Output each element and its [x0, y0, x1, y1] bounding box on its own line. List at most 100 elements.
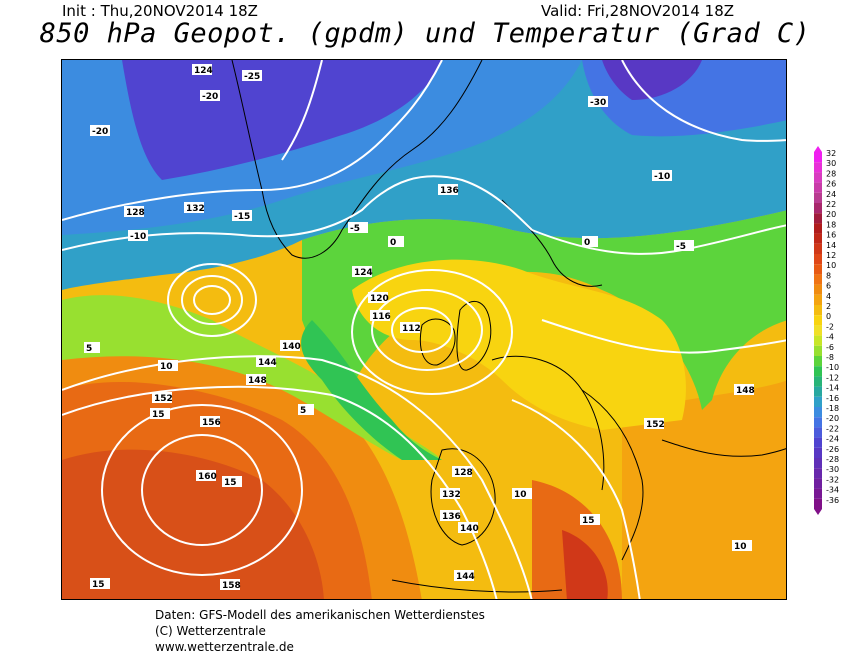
scale-swatch	[814, 427, 822, 438]
footer: Daten: GFS-Modell des amerikanischen Wet…	[155, 607, 485, 655]
temp-label-m25: -25	[244, 72, 260, 82]
temperature-color-scale: 32 30 28 26 24 22 20 18 16 14 12 10 8 6 4 2 0 -2 -4 -6 -8 -10…	[812, 146, 850, 516]
green-region-mid	[301, 320, 442, 460]
scale-tick-label: 16	[826, 231, 836, 240]
temp-label-m30: -30	[590, 98, 606, 108]
temp-label-0-e: 0	[584, 238, 590, 248]
scale-swatch	[814, 233, 822, 244]
geopot-label-140: 140	[282, 342, 301, 352]
green-region-north	[302, 210, 786, 410]
temp-label-15-e: 15	[582, 516, 595, 526]
coastlines	[231, 60, 786, 593]
scale-tick-label: 4	[826, 292, 831, 301]
scale-swatch	[814, 162, 822, 173]
temp-label-m10-e: -10	[654, 172, 670, 182]
scale-tick-label: 6	[826, 282, 831, 291]
scale-swatch	[814, 325, 822, 336]
scale-swatch	[814, 264, 822, 275]
geopot-label-120: 120	[370, 294, 389, 304]
scale-swatch	[814, 243, 822, 254]
scale-tick-label: 2	[826, 302, 831, 311]
scale-swatch	[814, 366, 822, 377]
scale-tick-label: 20	[826, 210, 836, 219]
warm-region-deep	[62, 449, 324, 599]
temp-label-m15: -15	[234, 212, 250, 222]
scale-swatch	[814, 356, 822, 367]
map-title: 850 hPa Geopot. (gpdm) und Temperatur (G…	[39, 18, 811, 49]
temp-label-15: 15	[152, 410, 165, 420]
scale-tick-label: 8	[826, 271, 831, 280]
geopot-label-144: 144	[258, 358, 277, 368]
geopotential-labels: 112 116 120 124 124 128 132 136 140 144 …	[124, 64, 755, 591]
geopot-label-136: 136	[440, 186, 459, 196]
temp-label-10: 10	[160, 362, 173, 372]
geopot-label-144-iberia: 144	[456, 572, 475, 582]
geopot-label-128: 128	[126, 208, 145, 218]
scale-swatch	[814, 498, 822, 509]
scale-swatch	[814, 488, 822, 499]
geopot-label-132: 132	[186, 204, 205, 214]
mild-region-europe	[352, 259, 686, 430]
temp-label-10-s: 10	[514, 490, 527, 500]
scale-tick-label: -34	[826, 486, 839, 495]
britain-coast	[456, 300, 492, 371]
scale-swatch	[814, 152, 822, 163]
scale-swatch	[814, 192, 822, 203]
scale-swatch	[814, 223, 822, 234]
scale-tick-label: -10	[826, 363, 839, 372]
scale-tick-label: 32	[826, 149, 836, 158]
geopot-label-128-iberia: 128	[454, 468, 473, 478]
scale-tick-label: -16	[826, 394, 839, 403]
temp-label-15-c: 15	[224, 478, 237, 488]
transition-band	[62, 295, 442, 460]
geopot-label-132-iberia: 132	[442, 490, 461, 500]
scale-tick-label: -8	[826, 353, 834, 362]
scale-swatch	[814, 274, 822, 285]
scale-swatch	[814, 396, 822, 407]
temp-label-m5: -5	[350, 224, 360, 234]
scale-swatch	[814, 294, 822, 305]
scale-tick-label: 0	[826, 312, 831, 321]
scale-tick-label: 28	[826, 169, 836, 178]
geopot-label-158: 158	[222, 581, 241, 591]
color-scale-svg: 32302826242220181614121086420-2-4-6-8-10…	[814, 146, 839, 515]
scale-swatch	[814, 213, 822, 224]
scale-swatch	[814, 468, 822, 479]
scale-swatch	[814, 315, 822, 326]
scale-tick-label: 26	[826, 180, 836, 189]
temp-label-m20: -20	[202, 92, 218, 102]
scale-swatch	[814, 345, 822, 356]
scale-tick-label: -28	[826, 455, 839, 464]
scale-tick-label: -26	[826, 445, 839, 454]
scale-tick-label: 22	[826, 200, 836, 209]
geopot-label-152: 152	[154, 394, 173, 404]
scale-tick-label: -6	[826, 343, 834, 352]
temp-label-m5-e: -5	[676, 242, 686, 252]
scale-tick-label: -36	[826, 496, 839, 505]
scale-tick-label: 14	[826, 241, 836, 250]
geopot-label-148-east: 148	[736, 386, 755, 396]
scale-swatch	[814, 172, 822, 183]
geopot-label-148: 148	[248, 376, 267, 386]
scale-tick-label: -32	[826, 475, 839, 484]
scale-tick-label: -24	[826, 435, 839, 444]
scale-tick-label: -20	[826, 414, 839, 423]
scale-tick-label: -30	[826, 465, 839, 474]
geopot-label-124-nw: 124	[194, 66, 213, 76]
scale-tick-label: 12	[826, 251, 836, 260]
scale-tick-label: 18	[826, 220, 836, 229]
scale-swatch	[814, 182, 822, 193]
iberia-coast	[430, 448, 496, 546]
scale-swatch	[814, 437, 822, 448]
temp-label-15-sw: 15	[92, 580, 105, 590]
footer-copyright: (C) Wetterzentrale	[155, 624, 266, 638]
geopot-label-160: 160	[198, 472, 217, 482]
scale-swatch	[814, 478, 822, 489]
temp-label-m20-w: -20	[92, 127, 108, 137]
temp-label-5: 5	[86, 344, 92, 354]
scale-swatch	[814, 407, 822, 418]
scale-tick-label: 30	[826, 159, 836, 168]
footer-website[interactable]: www.wetterzentrale.de	[155, 640, 294, 654]
init-time: Init : Thu,20NOV2014 18Z	[62, 2, 258, 20]
black-sea-coast	[661, 439, 786, 457]
